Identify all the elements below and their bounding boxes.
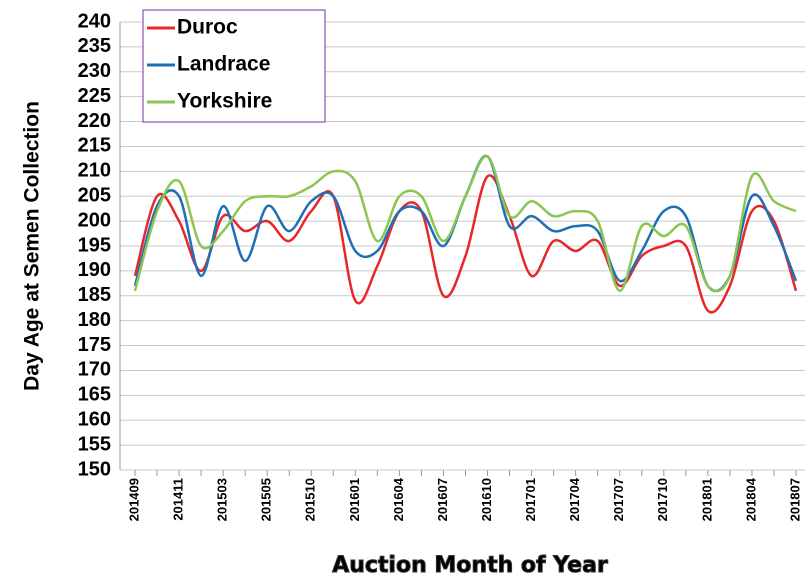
y-tick-label: 165	[78, 384, 111, 406]
series-line	[133, 174, 798, 314]
y-tick-label: 230	[78, 60, 111, 82]
y-tick-label: 180	[78, 309, 111, 331]
y-tick-label: 150	[78, 458, 111, 480]
x-tick-label: 201409	[126, 478, 141, 521]
x-tick-label: 201503	[215, 478, 230, 521]
x-tick-label: 201710	[655, 478, 670, 521]
y-tick-label: 195	[78, 234, 111, 256]
x-tick-label: 201701	[523, 478, 538, 521]
y-axis-label: Day Age at Semen Collection	[21, 101, 44, 391]
y-tick-label: 235	[78, 35, 111, 57]
y-tick-label: 160	[78, 409, 111, 431]
x-tick-label: 201411	[171, 478, 186, 521]
y-tick-label: 200	[78, 209, 111, 231]
x-tick-label: 201801	[699, 478, 714, 521]
series-line	[133, 155, 797, 293]
x-tick-label: 201610	[479, 478, 494, 521]
x-tick-label: 201505	[259, 478, 274, 521]
x-tick-label: 201804	[743, 477, 758, 521]
x-tick-label: 201601	[347, 478, 362, 521]
y-tick-label: 240	[78, 10, 111, 32]
x-tick-label: 201604	[391, 477, 406, 521]
x-tick-label: 201607	[435, 478, 450, 521]
y-tick-label: 185	[78, 284, 111, 306]
legend-label: Duroc	[177, 16, 238, 39]
legend-label: Landrace	[177, 53, 270, 76]
y-tick-label: 170	[78, 359, 111, 381]
y-tick-label: 175	[78, 334, 111, 356]
y-tick-label: 220	[78, 110, 111, 132]
y-tick-label: 190	[78, 259, 111, 281]
y-tick-label: 225	[78, 85, 111, 107]
y-tick-label: 215	[78, 135, 111, 157]
y-tick-label: 155	[78, 433, 111, 455]
y-tick-label: 210	[78, 160, 111, 182]
x-tick-label: 201510	[303, 478, 318, 521]
x-tick-label: 201807	[787, 478, 802, 521]
x-tick-label: 201707	[611, 478, 626, 521]
x-axis-label: Auction Month of Year	[332, 553, 608, 578]
legend-label: Yorkshire	[177, 90, 272, 113]
x-tick-label: 201704	[567, 477, 582, 521]
y-tick-label: 205	[78, 185, 111, 207]
